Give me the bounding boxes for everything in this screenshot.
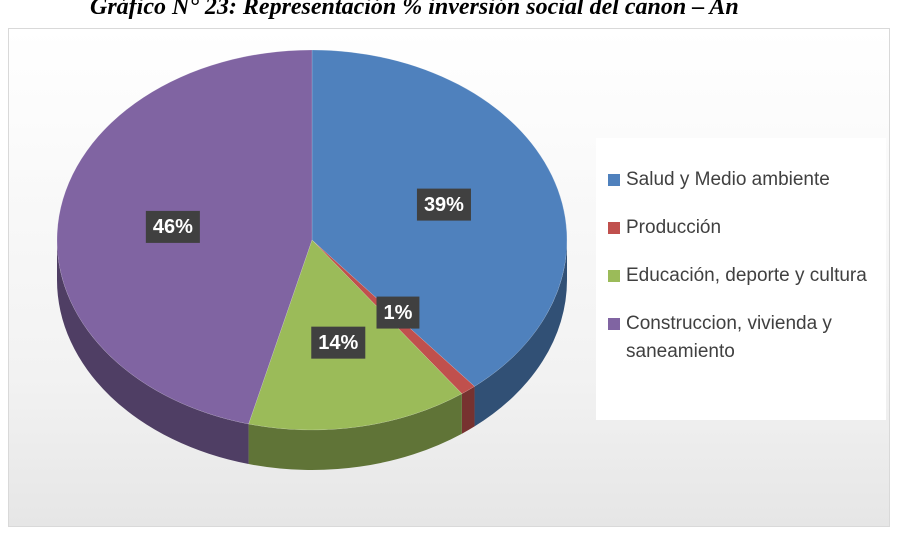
data-label: 46% (145, 210, 200, 243)
data-label-box (376, 296, 420, 329)
data-label-text: 46% (153, 216, 193, 238)
legend-label: Construccion, vivienda y saneamiento (626, 313, 832, 362)
legend-swatch (608, 270, 620, 282)
legend-item: Producción (596, 214, 876, 242)
legend: Salud y Medio ambiente Producción Educació… (596, 138, 886, 420)
legend-swatch (608, 318, 620, 330)
slice-side (461, 386, 475, 434)
data-label: 14% (311, 326, 366, 359)
legend-item: Educación, deporte y cultura (596, 262, 876, 290)
data-label-text: 1% (384, 302, 413, 324)
legend-label: Salud y Medio ambiente (626, 169, 830, 190)
chart-title: Gráfico N° 23: Representación % inversió… (90, 0, 739, 20)
data-label-text: 14% (318, 332, 358, 354)
legend-swatch (608, 174, 620, 186)
data-label-box (416, 188, 471, 221)
legend-swatch (608, 222, 620, 234)
data-label-text: 39% (424, 194, 464, 216)
data-label: 39% (416, 188, 471, 221)
legend-item: Salud y Medio ambiente (596, 166, 876, 194)
data-label-box (311, 326, 366, 359)
legend-label: Educación, deporte y cultura (626, 265, 867, 286)
slice-side (248, 393, 462, 470)
slice-side (57, 240, 249, 465)
slice-side (474, 240, 567, 427)
legend-label: Producción (626, 217, 722, 238)
legend-item: Construccion, vivienda y saneamiento (596, 310, 876, 366)
data-label: 1% (376, 296, 420, 329)
data-label-box (145, 210, 200, 243)
